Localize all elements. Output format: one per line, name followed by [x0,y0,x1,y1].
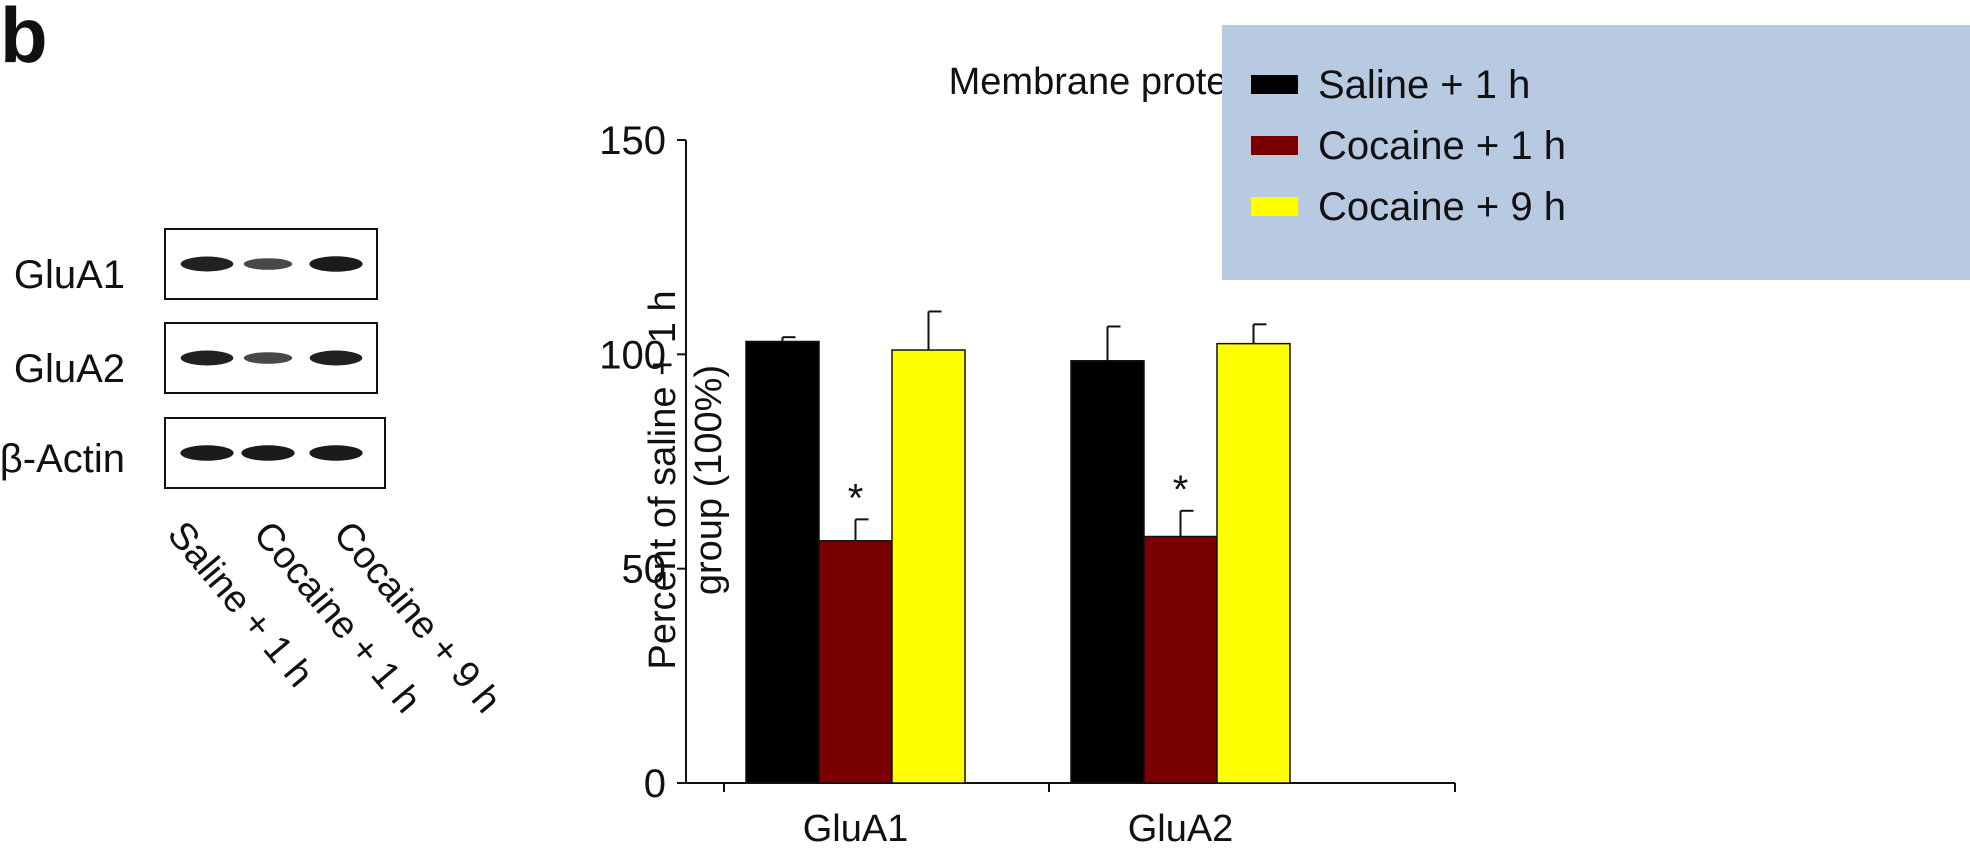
blot-bands-gluA1 [180,256,363,272]
plot-area: 0 50 100 150 GluA1 GluA2 * * [599,119,1456,850]
blot-bands-gluA2 [180,350,363,366]
legend-label-cocaine-1-h: Cocaine + 1 h [1318,124,1566,168]
blot-row-gluA2: GluA2 [14,322,378,394]
blot-bands-actin [180,445,363,461]
blot-band-glua1-lane-3 [309,256,363,272]
bar-chart: Membrane protein expression Percent of s… [599,25,1970,850]
blot-band-glua2-lane-2 [243,352,293,364]
blot-row-actin: β-Actin [0,417,386,489]
blot-band-actin-lane-2 [241,445,295,461]
blot-band-glua2-lane-3 [309,350,363,366]
legend-label-cocaine-9-h: Cocaine + 9 h [1318,185,1566,229]
legend-background [1222,25,1970,280]
legend-swatch-cocaine-1-h [1251,136,1298,155]
blot-row-label-gluA2: GluA2 [14,347,125,391]
significance-mark-glua1: * [848,476,864,520]
blot-band-glua1-lane-2 [243,258,293,270]
bar-glua2-saline-1-h [1070,360,1145,784]
blot-band-glua2-lane-1 [180,350,234,366]
y-tick-label-100: 100 [599,333,666,377]
legend-swatch-saline-1-h [1251,75,1298,94]
panel-label: b [0,0,48,79]
x-tick-label-glua2: GluA2 [1128,808,1234,850]
western-blot: GluA1 GluA2 β-Actin Saline + 1 h Cocaine… [0,228,509,721]
y-tick-label-0: 0 [644,762,666,806]
blot-row-gluA1: GluA1 [14,228,378,300]
blot-band-glua1-lane-1 [180,256,234,272]
legend: Saline + 1 h Cocaine + 1 h Cocaine + 9 h [1222,25,1970,280]
bar-glua1-saline-1-h [745,340,820,784]
blot-row-label-actin: β-Actin [0,437,125,481]
legend-label-saline-1-h: Saline + 1 h [1318,63,1530,107]
bar-glua1-cocaine-1-h [818,540,893,784]
bar-glua1-cocaine-9-h [891,349,966,784]
blot-row-label-gluA1: GluA1 [14,253,125,297]
blot-band-actin-lane-3 [309,445,363,461]
x-tick-label-glua1: GluA1 [803,808,909,850]
y-tick-label-50: 50 [622,548,667,592]
y-tick-label-150: 150 [599,119,666,163]
blot-band-actin-lane-1 [180,445,234,461]
legend-swatch-cocaine-9-h [1251,197,1298,216]
bar-glua2-cocaine-1-h [1143,535,1218,784]
bar-glua2-cocaine-9-h [1216,342,1291,784]
significance-mark-glua2: * [1173,468,1189,512]
y-axis-label-line-2: group (100%) [688,365,730,595]
